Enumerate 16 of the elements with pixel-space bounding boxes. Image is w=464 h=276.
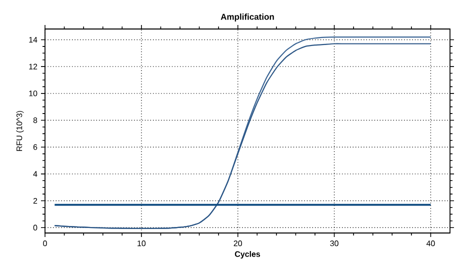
y-tick-label: 12 xyxy=(29,64,38,70)
y-axis-title: RFU (10^3) xyxy=(16,110,24,151)
y-tick-label: 14 xyxy=(29,36,38,42)
x-tick-label: 40 xyxy=(426,240,435,246)
y-tick-label: 2 xyxy=(33,198,38,204)
y-tick-label: 4 xyxy=(33,171,38,177)
x-tick-label: 30 xyxy=(330,240,338,246)
x-tick-label: 20 xyxy=(234,240,242,246)
x-tick-label: 0 xyxy=(43,240,47,246)
y-tick-label: 10 xyxy=(29,90,38,96)
x-axis-title: Cycles xyxy=(234,251,260,259)
y-tick-label: 8 xyxy=(33,117,38,124)
x-tick-label: 10 xyxy=(138,240,146,246)
chart-title: Amplification xyxy=(220,14,274,22)
y-tick-label: 0 xyxy=(33,224,38,230)
y-tick-label: 6 xyxy=(33,144,38,150)
